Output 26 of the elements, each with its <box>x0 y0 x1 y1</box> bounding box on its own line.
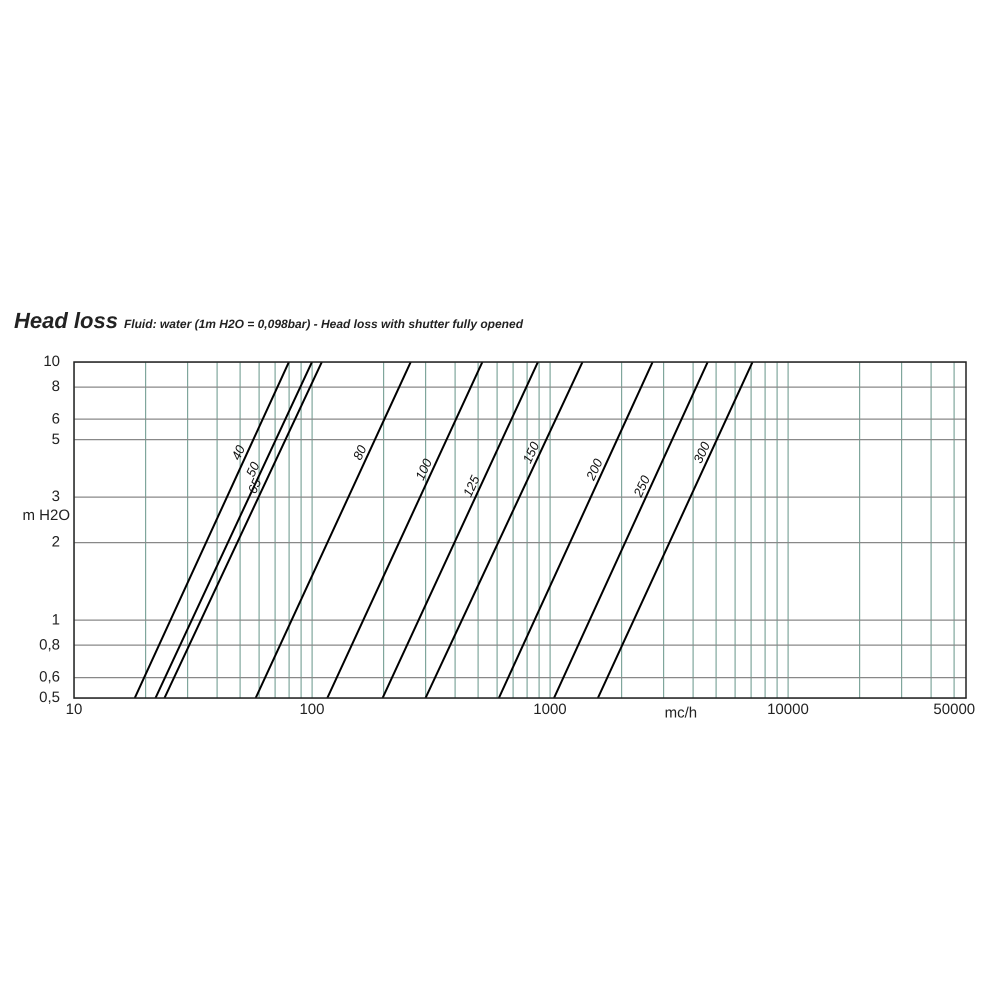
text: 300 <box>690 438 714 466</box>
text: 125 <box>460 472 483 500</box>
y-tick-label: 6 <box>52 410 60 428</box>
chart-subtitle: Fluid: water (1m H2O = 0,098bar) - Head loss with shutter fully opened <box>124 317 524 331</box>
text: 250 <box>630 472 654 500</box>
y-tick-label: 0,5 <box>39 689 60 706</box>
x-tick-label: 10000 <box>767 701 809 718</box>
text: 200 <box>582 456 606 484</box>
text: 150 <box>520 438 543 466</box>
y-axis-title: m H2O <box>22 506 70 524</box>
y-tick-label: 5 <box>52 430 60 448</box>
text: 80 <box>350 442 370 462</box>
y-tick-label: 3 <box>52 488 60 506</box>
y-tick-label: 0,6 <box>39 668 60 686</box>
chart-title: Head loss <box>14 308 118 333</box>
x-tick-label: 10 <box>66 701 82 718</box>
y-tick-label: 8 <box>52 378 60 396</box>
text: 100 <box>412 456 436 482</box>
x-tick-label: 50000 <box>933 701 976 718</box>
y-tick-label: 0,8 <box>39 636 60 654</box>
x-tick-label: 1000 <box>533 701 567 718</box>
y-tick-label: 2 <box>52 534 60 551</box>
x-axis-title: mc/h <box>664 704 698 722</box>
y-tick-label: 10 <box>43 353 60 370</box>
y-tick-label: 1 <box>52 611 60 628</box>
x-tick-label: 100 <box>299 701 324 718</box>
